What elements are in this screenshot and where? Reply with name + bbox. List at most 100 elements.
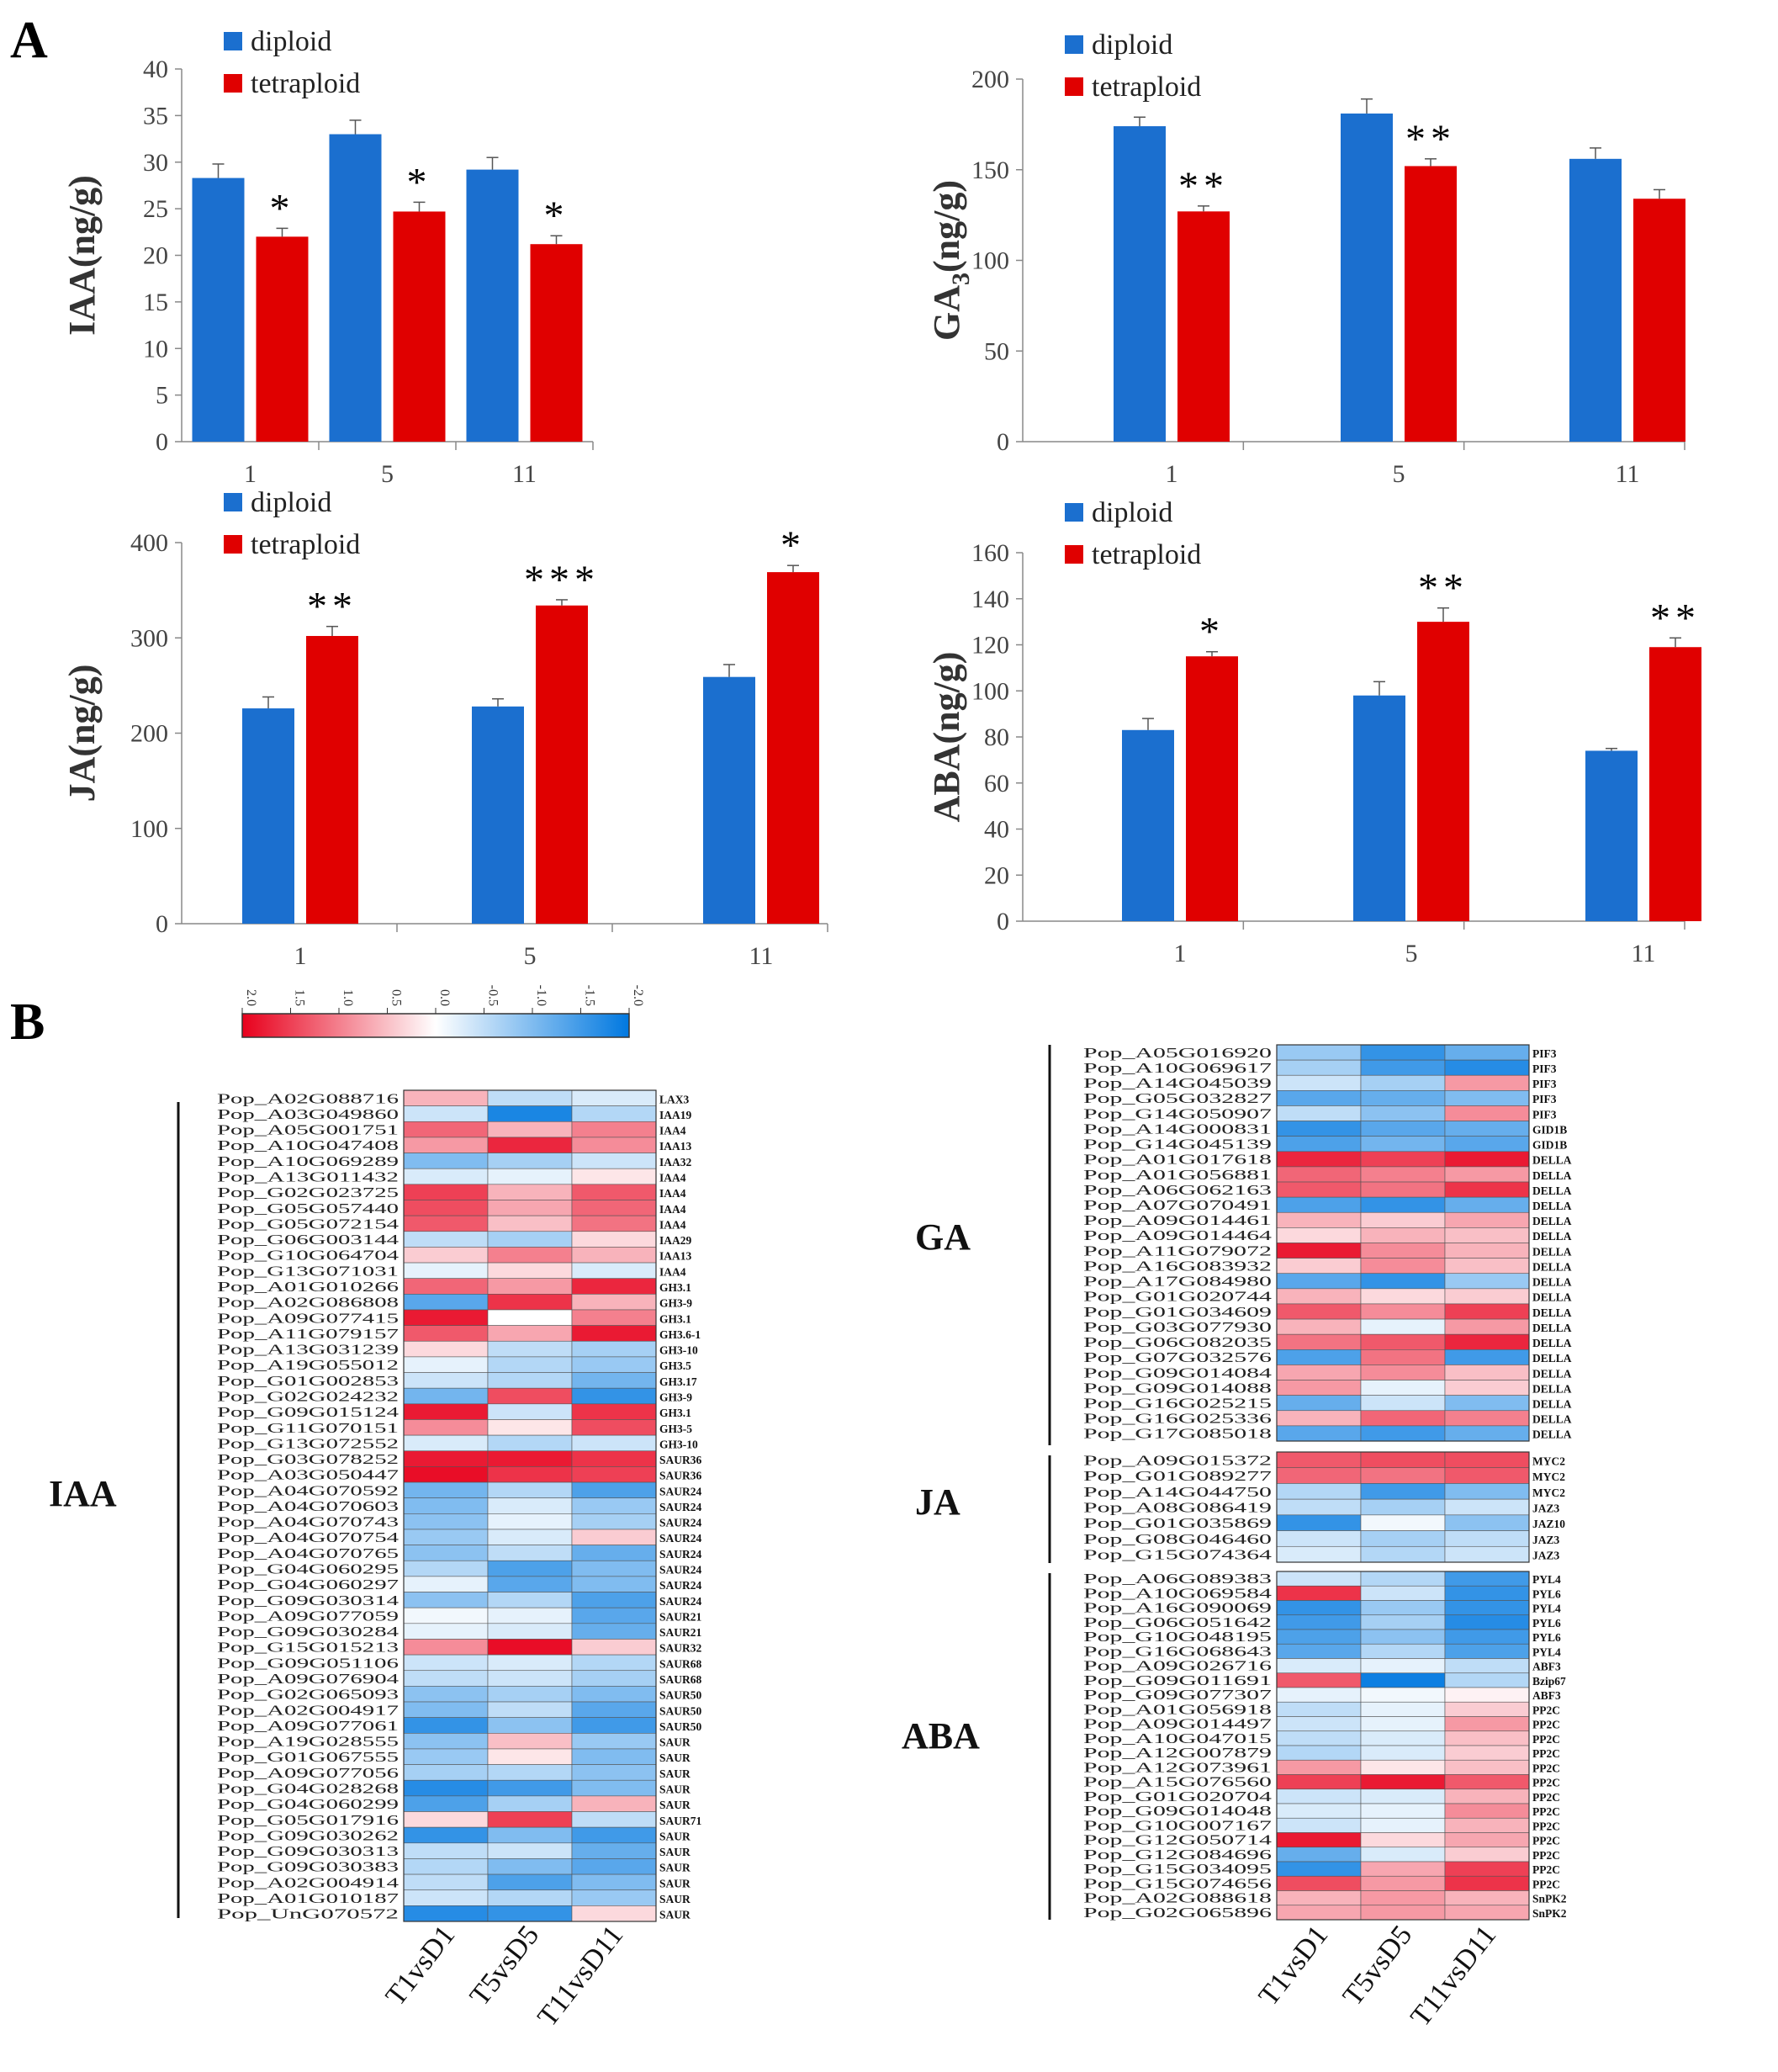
legend-label-diploid: diploid (1092, 497, 1172, 528)
gene-id: Pop_G09G014048 (1083, 1803, 1272, 1819)
heat-cell (1276, 1701, 1362, 1717)
gene-id: Pop_A03G049860 (217, 1106, 399, 1122)
bar-diploid (466, 169, 519, 442)
gene-name: DELLA (1532, 1215, 1572, 1227)
heat-cell (487, 1795, 573, 1812)
heat-cell (487, 1450, 573, 1467)
gene-name: SAUR50 (659, 1689, 702, 1702)
heat-cell (1444, 1318, 1530, 1335)
gene-id: Pop_G10G048195 (1083, 1629, 1272, 1645)
gene-id: Pop_A10G069289 (217, 1153, 399, 1169)
gene-id: Pop_A19G055012 (217, 1357, 399, 1373)
gene-id: Pop_A02G088618 (1083, 1890, 1272, 1906)
heat-cell (571, 1247, 657, 1264)
heat-cell (1360, 1196, 1446, 1213)
gene-id: Pop_A17G084980 (1083, 1274, 1272, 1290)
heat-cell (1276, 1745, 1362, 1761)
bar-tetraploid (256, 236, 309, 442)
heat-cell (1360, 1410, 1446, 1427)
column-label: T5vsD5 (464, 1920, 546, 2011)
gene-id: Pop_G12G084696 (1083, 1847, 1272, 1863)
gene-name: JAZ3 (1532, 1502, 1560, 1514)
bar-tetraploid (306, 635, 358, 924)
heat-cell (1276, 1716, 1362, 1732)
gene-name: SAUR24 (659, 1517, 702, 1529)
gene-id: Pop_A04G070592 (217, 1482, 399, 1498)
heat-cell (1276, 1288, 1362, 1305)
bar-tetraploid (530, 244, 583, 442)
gene-id: Pop_G03G078252 (217, 1451, 399, 1467)
heat-cell (571, 1434, 657, 1452)
gene-id: Pop_A13G031239 (217, 1342, 399, 1358)
gene-id: Pop_G02G023725 (217, 1184, 399, 1200)
gene-id: Pop_A09G077415 (217, 1310, 399, 1326)
heat-cell (487, 1247, 573, 1264)
heat-cell (403, 1105, 489, 1122)
heat-cell (487, 1105, 573, 1122)
heat-cell (403, 1231, 489, 1248)
heat-cell (1276, 1817, 1362, 1833)
y-tick-label: 80 (984, 723, 1009, 751)
gene-name: ABF3 (1532, 1689, 1561, 1702)
heat-cell (1360, 1788, 1446, 1804)
gene-name: PP2C (1532, 1878, 1560, 1890)
heat-cell (487, 1309, 573, 1326)
heat-cell (1444, 1861, 1530, 1877)
gene-name: SAUR (659, 1783, 691, 1796)
heat-cell (1360, 1090, 1446, 1106)
heat-cell (1276, 1410, 1362, 1427)
gene-name: SAUR24 (659, 1564, 702, 1577)
heat-cell (403, 1623, 489, 1640)
heat-cell (1276, 1451, 1362, 1469)
heat-cell (1444, 1847, 1530, 1863)
heat-cell (1444, 1243, 1530, 1259)
gene-name: SAUR36 (659, 1470, 702, 1482)
heat-cell (403, 1592, 489, 1608)
gene-id: Pop_G08G046460 (1083, 1531, 1272, 1547)
heat-cell (1444, 1380, 1530, 1396)
heat-cell (403, 1889, 489, 1906)
heat-cell (1444, 1258, 1530, 1274)
heat-cell (1276, 1498, 1362, 1516)
panel-label-b: B (10, 994, 45, 1051)
heat-cell (1360, 1875, 1446, 1891)
heat-cell (571, 1387, 657, 1405)
heat-cell (1360, 1817, 1446, 1833)
bar-diploid (1122, 729, 1174, 921)
heat-cell (487, 1748, 573, 1765)
bar-chart-0: 0 5 10 15 20 25 30 35 40 IAA(ng/g) 1 * 5 * 11 * diploid t… (61, 26, 594, 488)
gene-name: PYL6 (1532, 1587, 1561, 1600)
gene-id: Pop_A06G062163 (1083, 1182, 1272, 1198)
heat-cell (1276, 1730, 1362, 1746)
heat-cell (487, 1231, 573, 1248)
gene-name: DELLA (1532, 1322, 1572, 1334)
heat-cell (1276, 1890, 1362, 1906)
group-label: GA (915, 1216, 971, 1258)
gene-id: Pop_A09G077059 (217, 1608, 399, 1624)
heat-cell (1444, 1600, 1530, 1616)
heat-cell (1360, 1730, 1446, 1746)
heat-cell (1276, 1658, 1362, 1674)
gene-name: DELLA (1532, 1276, 1572, 1289)
heat-cell (487, 1419, 573, 1436)
gene-name: SAUR24 (659, 1579, 702, 1592)
y-tick-label: 0 (997, 908, 1009, 935)
heat-cell (1444, 1365, 1530, 1380)
heat-cell (1444, 1451, 1530, 1469)
heat-cell (571, 1089, 657, 1106)
heat-cell (1276, 1643, 1362, 1659)
heat-cell (1360, 1136, 1446, 1153)
heat-cell (1360, 1774, 1446, 1790)
gene-id: Pop_A10G047408 (217, 1137, 399, 1153)
heat-cell (403, 1701, 489, 1718)
gene-id: Pop_A05G001751 (217, 1122, 399, 1138)
y-tick-label: 300 (130, 624, 168, 652)
heat-cell (403, 1089, 489, 1106)
gene-name: GH3-10 (659, 1344, 698, 1357)
gene-id: Pop_G05G057440 (217, 1200, 399, 1216)
heat-cell (487, 1779, 573, 1797)
heat-cell (403, 1795, 489, 1812)
gene-id: Pop_G01G089277 (1083, 1468, 1273, 1484)
gene-name: IAA4 (659, 1171, 686, 1184)
